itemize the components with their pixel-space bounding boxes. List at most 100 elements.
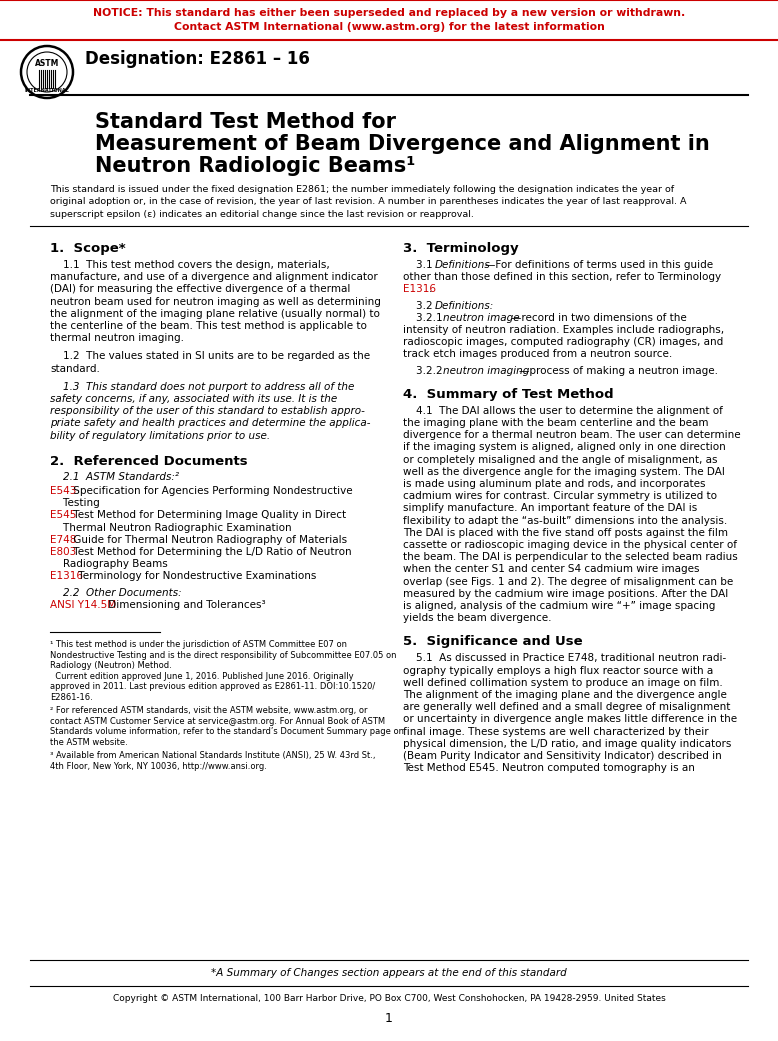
Text: or uncertainty in divergence angle makes little difference in the: or uncertainty in divergence angle makes… — [403, 714, 737, 725]
Text: Radiography Beams: Radiography Beams — [50, 559, 168, 569]
Text: other than those defined in this section, refer to Terminology: other than those defined in this section… — [403, 272, 721, 282]
Text: Test Method E545. Neutron computed tomography is an: Test Method E545. Neutron computed tomog… — [403, 763, 695, 773]
Text: 2.1  ASTM Standards:²: 2.1 ASTM Standards:² — [50, 472, 179, 482]
Text: Current edition approved June 1, 2016. Published June 2016. Originally: Current edition approved June 1, 2016. P… — [50, 671, 354, 681]
Text: simplify manufacture. An important feature of the DAI is: simplify manufacture. An important featu… — [403, 504, 697, 513]
Text: Nondestructive Testing and is the direct responsibility of Subcommittee E07.05 o: Nondestructive Testing and is the direct… — [50, 651, 397, 660]
Text: if the imaging system is aligned, aligned only in one direction: if the imaging system is aligned, aligne… — [403, 442, 726, 453]
Text: ANSI Y14.5M: ANSI Y14.5M — [50, 600, 116, 610]
Text: E2861-16.: E2861-16. — [50, 692, 93, 702]
Text: Dimensioning and Tolerances³: Dimensioning and Tolerances³ — [105, 600, 265, 610]
Text: 3.2.1: 3.2.1 — [403, 312, 449, 323]
Text: 1: 1 — [385, 1012, 393, 1025]
Text: E545: E545 — [50, 510, 76, 520]
Text: E1316: E1316 — [403, 284, 436, 295]
Text: Radiology (Neutron) Method.: Radiology (Neutron) Method. — [50, 661, 172, 670]
Text: final image. These systems are well characterized by their: final image. These systems are well char… — [403, 727, 709, 737]
Text: bility of regulatory limitations prior to use.: bility of regulatory limitations prior t… — [50, 431, 270, 440]
Text: ASTM: ASTM — [35, 58, 59, 68]
Text: priate safety and health practices and determine the applica-: priate safety and health practices and d… — [50, 418, 370, 429]
Text: Copyright © ASTM International, 100 Barr Harbor Drive, PO Box C700, West Conshoh: Copyright © ASTM International, 100 Barr… — [113, 994, 665, 1002]
Text: divergence for a thermal neutron beam. The user can determine: divergence for a thermal neutron beam. T… — [403, 430, 741, 440]
Text: NOTICE: This standard has either been superseded and replaced by a new version o: NOTICE: This standard has either been su… — [93, 8, 685, 18]
Text: neutron beam used for neutron imaging as well as determining: neutron beam used for neutron imaging as… — [50, 297, 381, 307]
Text: approved in 2011. Last previous edition approved as E2861-11. DOI:10.1520/: approved in 2011. Last previous edition … — [50, 682, 375, 691]
Text: cadmium wires for contrast. Circular symmetry is utilized to: cadmium wires for contrast. Circular sym… — [403, 491, 717, 501]
Text: 2.2  Other Documents:: 2.2 Other Documents: — [50, 587, 181, 598]
Text: Measurement of Beam Divergence and Alignment in: Measurement of Beam Divergence and Align… — [95, 134, 710, 154]
Text: measured by the cadmium wire image positions. After the DAI: measured by the cadmium wire image posit… — [403, 589, 728, 599]
Text: ³ Available from American National Standards Institute (ANSI), 25 W. 43rd St.,: ³ Available from American National Stand… — [50, 751, 376, 760]
Text: —record in two dimensions of the: —record in two dimensions of the — [511, 312, 687, 323]
Text: 4.  Summary of Test Method: 4. Summary of Test Method — [403, 388, 614, 401]
Text: thermal neutron imaging.: thermal neutron imaging. — [50, 333, 184, 344]
Text: when the center S1 and center S4 cadmium wire images: when the center S1 and center S4 cadmium… — [403, 564, 699, 575]
Text: track etch images produced from a neutron source.: track etch images produced from a neutro… — [403, 350, 672, 359]
Text: intensity of neutron radiation. Examples include radiographs,: intensity of neutron radiation. Examples… — [403, 325, 724, 335]
Text: the centerline of the beam. This test method is applicable to: the centerline of the beam. This test me… — [50, 321, 367, 331]
Text: Specification for Agencies Performing Nondestructive: Specification for Agencies Performing No… — [70, 486, 352, 496]
Text: *A Summary of Changes section appears at the end of this standard: *A Summary of Changes section appears at… — [211, 968, 567, 977]
Text: the ASTM website.: the ASTM website. — [50, 737, 128, 746]
Text: yields the beam divergence.: yields the beam divergence. — [403, 613, 552, 624]
Text: Standards volume information, refer to the standard’s Document Summary page on: Standards volume information, refer to t… — [50, 727, 404, 736]
Text: Testing: Testing — [50, 499, 100, 508]
Text: Neutron Radiologic Beams¹: Neutron Radiologic Beams¹ — [95, 156, 415, 176]
Text: well as the divergence angle for the imaging system. The DAI: well as the divergence angle for the ima… — [403, 466, 725, 477]
Text: Designation: E2861 – 16: Designation: E2861 – 16 — [85, 50, 310, 68]
Text: 3.  Terminology: 3. Terminology — [403, 242, 519, 255]
Text: the imaging plane with the beam centerline and the beam: the imaging plane with the beam centerli… — [403, 418, 709, 428]
Text: 1.1  This test method covers the design, materials,: 1.1 This test method covers the design, … — [50, 260, 330, 270]
Text: Thermal Neutron Radiographic Examination: Thermal Neutron Radiographic Examination — [50, 523, 292, 533]
Text: ² For referenced ASTM standards, visit the ASTM website, www.astm.org, or: ² For referenced ASTM standards, visit t… — [50, 706, 367, 715]
Text: 3.2.2: 3.2.2 — [403, 365, 449, 376]
Text: 3.1: 3.1 — [403, 260, 439, 270]
Text: overlap (see Figs. 1 and 2). The degree of misalignment can be: overlap (see Figs. 1 and 2). The degree … — [403, 577, 733, 586]
Text: 3.2: 3.2 — [403, 301, 439, 310]
Text: is made using aluminum plate and rods, and incorporates: is made using aluminum plate and rods, a… — [403, 479, 706, 489]
Text: —process of making a neutron image.: —process of making a neutron image. — [519, 365, 718, 376]
Text: .: . — [429, 284, 433, 295]
Text: 5.  Significance and Use: 5. Significance and Use — [403, 635, 583, 649]
Text: 1.2  The values stated in SI units are to be regarded as the: 1.2 The values stated in SI units are to… — [50, 352, 370, 361]
Text: E748: E748 — [50, 535, 76, 544]
Text: 4th Floor, New York, NY 10036, http://www.ansi.org.: 4th Floor, New York, NY 10036, http://ww… — [50, 762, 267, 770]
Text: INTERNATIONAL: INTERNATIONAL — [25, 88, 69, 94]
Text: physical dimension, the L/D ratio, and image quality indicators: physical dimension, the L/D ratio, and i… — [403, 739, 731, 748]
Text: 1.  Scope*: 1. Scope* — [50, 242, 125, 255]
Text: Definitions: Definitions — [435, 260, 491, 270]
Text: ¹ This test method is under the jurisdiction of ASTM Committee E07 on: ¹ This test method is under the jurisdic… — [50, 640, 347, 649]
Text: are generally well defined and a small degree of misalignment: are generally well defined and a small d… — [403, 703, 731, 712]
Text: E543: E543 — [50, 486, 76, 496]
Text: Contact ASTM International (www.astm.org) for the latest information: Contact ASTM International (www.astm.org… — [173, 22, 605, 32]
Text: The alignment of the imaging plane and the divergence angle: The alignment of the imaging plane and t… — [403, 690, 727, 700]
Text: or completely misaligned and the angle of misalignment, as: or completely misaligned and the angle o… — [403, 455, 717, 464]
Text: cassette or radioscopic imaging device in the physical center of: cassette or radioscopic imaging device i… — [403, 540, 737, 550]
Text: E803: E803 — [50, 547, 76, 557]
Text: Guide for Thermal Neutron Radiography of Materials: Guide for Thermal Neutron Radiography of… — [70, 535, 347, 544]
Text: manufacture, and use of a divergence and alignment indicator: manufacture, and use of a divergence and… — [50, 272, 378, 282]
Text: neutron imaging: neutron imaging — [443, 365, 529, 376]
Text: (Beam Purity Indicator and Sensitivity Indicator) described in: (Beam Purity Indicator and Sensitivity I… — [403, 751, 722, 761]
Text: responsibility of the user of this standard to establish appro-: responsibility of the user of this stand… — [50, 406, 365, 416]
Text: superscript epsilon (ε) indicates an editorial change since the last revision or: superscript epsilon (ε) indicates an edi… — [50, 210, 474, 219]
Text: (DAI) for measuring the effective divergence of a thermal: (DAI) for measuring the effective diverg… — [50, 284, 350, 295]
Text: standard.: standard. — [50, 363, 100, 374]
Text: 2.  Referenced Documents: 2. Referenced Documents — [50, 455, 247, 467]
Text: E1316: E1316 — [50, 572, 83, 582]
Text: Test Method for Determining the L/D Ratio of Neutron: Test Method for Determining the L/D Rati… — [70, 547, 352, 557]
Text: Test Method for Determining Image Quality in Direct: Test Method for Determining Image Qualit… — [70, 510, 346, 520]
Text: flexibility to adapt the “as-built” dimensions into the analysis.: flexibility to adapt the “as-built” dime… — [403, 515, 727, 526]
Text: —For definitions of terms used in this guide: —For definitions of terms used in this g… — [485, 260, 713, 270]
Text: the beam. The DAI is perpendicular to the selected beam radius: the beam. The DAI is perpendicular to th… — [403, 552, 738, 562]
Text: Terminology for Nondestructive Examinations: Terminology for Nondestructive Examinati… — [75, 572, 317, 582]
Text: neutron image: neutron image — [443, 312, 520, 323]
Text: the alignment of the imaging plane relative (usually normal) to: the alignment of the imaging plane relat… — [50, 309, 380, 319]
Text: 5.1  As discussed in Practice E748, traditional neutron radi-: 5.1 As discussed in Practice E748, tradi… — [403, 654, 726, 663]
Text: is aligned, analysis of the cadmium wire “+” image spacing: is aligned, analysis of the cadmium wire… — [403, 601, 716, 611]
Bar — [0, 0, 778, 40]
Text: Definitions:: Definitions: — [435, 301, 494, 310]
Text: Standard Test Method for: Standard Test Method for — [95, 112, 396, 132]
Text: original adoption or, in the case of revision, the year of last revision. A numb: original adoption or, in the case of rev… — [50, 198, 686, 206]
Text: 1.3  This standard does not purport to address all of the: 1.3 This standard does not purport to ad… — [50, 382, 354, 391]
